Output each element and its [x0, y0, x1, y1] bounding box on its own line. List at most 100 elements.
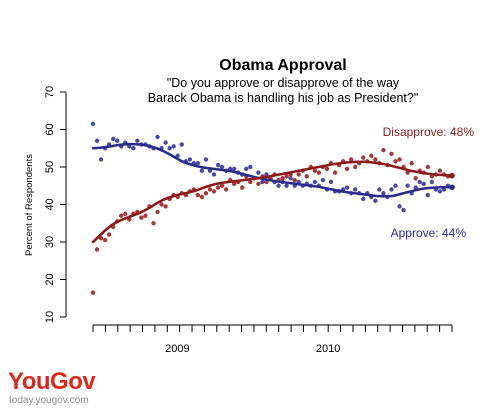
disapprove-point: [304, 174, 309, 179]
disapprove-point: [195, 192, 201, 198]
approve-point: [393, 183, 398, 188]
y-tick-label: 60: [44, 123, 56, 135]
y-axis: 10 20 30 40 50 60 70: [44, 86, 67, 323]
approve-point: [163, 140, 168, 145]
approve-point: [110, 136, 116, 142]
disapprove-point: [123, 211, 128, 217]
disapprove-point: [256, 181, 261, 187]
disapprove-point: [409, 161, 414, 166]
source-url: today.yougov.com: [9, 395, 89, 406]
approve-point: [320, 177, 326, 183]
approve-point: [421, 181, 426, 187]
disapprove-point: [240, 185, 245, 190]
chart-title: Obama Approval: [219, 57, 346, 74]
x-axis: 2009 2010: [92, 324, 453, 355]
disapprove-point: [119, 213, 124, 218]
disapprove-point: [159, 202, 164, 207]
approve-point: [389, 187, 394, 192]
disapprove-point: [106, 232, 112, 237]
approve-point: [135, 138, 140, 143]
y-tick-label: 40: [44, 198, 56, 210]
disapprove-point: [413, 176, 418, 181]
disapprove-point: [223, 187, 229, 192]
y-axis-label: Percent of Respondents: [24, 154, 35, 256]
disapprove-point: [284, 174, 289, 179]
approve-point: [115, 138, 120, 143]
approve-point: [203, 157, 209, 162]
approve-point: [429, 179, 435, 185]
disapprove-point: [296, 172, 301, 177]
disapprove-point: [151, 221, 156, 226]
approve-point: [199, 168, 205, 173]
approve-point: [260, 179, 265, 185]
approve-point: [377, 187, 382, 192]
approve-point: [328, 179, 334, 185]
disapprove-point: [248, 179, 253, 185]
approve-point: [417, 179, 422, 185]
disapprove-trend-line: [91, 160, 454, 244]
disapprove-point: [369, 153, 374, 158]
approve-point: [248, 164, 253, 170]
approve-point: [215, 162, 221, 168]
disapprove-point: [393, 159, 398, 164]
disapprove-point: [155, 209, 160, 215]
y-tick-label: 70: [44, 86, 56, 98]
approve-point: [179, 142, 184, 147]
disapprove-point: [332, 170, 338, 175]
approve-point: [312, 179, 318, 185]
disapprove-point: [352, 164, 358, 170]
x-tick-label: 2009: [165, 343, 189, 355]
disapprove-trend-endpoint: [449, 172, 455, 179]
disapprove-point: [215, 185, 221, 190]
approve-point: [231, 166, 237, 172]
approve-point: [352, 187, 358, 192]
approve-point: [171, 144, 176, 149]
yougov-logo: YouGov: [8, 370, 96, 394]
disapprove-point: [139, 215, 144, 220]
chart-subtitle-line-1: "Do you approve or disapprove of the way: [167, 76, 400, 90]
disapprove-point: [312, 168, 318, 173]
disapprove-point: [102, 237, 108, 243]
disapprove-point: [397, 157, 402, 162]
disapprove-point: [292, 177, 297, 183]
y-tick-label: 30: [44, 236, 56, 248]
disapprove-point: [94, 247, 100, 252]
disapprove-point: [203, 191, 209, 196]
disapprove-point: [373, 157, 378, 162]
disapprove-point: [211, 189, 217, 194]
disapprove-point: [199, 194, 205, 200]
approve-point: [437, 189, 443, 194]
approve-point: [256, 170, 261, 175]
disapprove-point: [280, 176, 285, 181]
disapprove-point: [207, 187, 213, 192]
disapprove-point: [348, 157, 354, 162]
approve-trend-endpoint: [449, 184, 455, 191]
disapprove-point: [163, 204, 168, 209]
disapprove-point: [437, 168, 443, 173]
data-points: [90, 121, 455, 295]
y-tick-label: 10: [44, 311, 56, 323]
approve-point: [167, 146, 172, 151]
approve-point: [155, 134, 160, 140]
disapprove-annotation: Disapprove: 48%: [383, 125, 475, 139]
approve-point: [381, 191, 386, 196]
disapprove-point: [90, 290, 96, 295]
disapprove-point: [381, 147, 386, 153]
approve-point: [211, 172, 217, 177]
approve-trend-line: [91, 142, 454, 198]
approve-point: [405, 183, 410, 188]
disapprove-point: [316, 170, 322, 175]
approve-point: [244, 166, 249, 172]
chart-subtitle-line-2: Barack Obama is handling his job as Pres…: [148, 91, 419, 105]
disapprove-point: [344, 166, 350, 172]
approve-point: [276, 183, 281, 188]
disapprove-point: [361, 155, 366, 160]
approve-point: [187, 157, 193, 162]
approve-point: [195, 161, 201, 166]
disapprove-point: [98, 236, 104, 241]
approve-annotation: Approve: 44%: [391, 226, 467, 240]
approve-point: [397, 204, 402, 209]
approve-point: [288, 176, 293, 181]
approve-point: [425, 192, 430, 198]
